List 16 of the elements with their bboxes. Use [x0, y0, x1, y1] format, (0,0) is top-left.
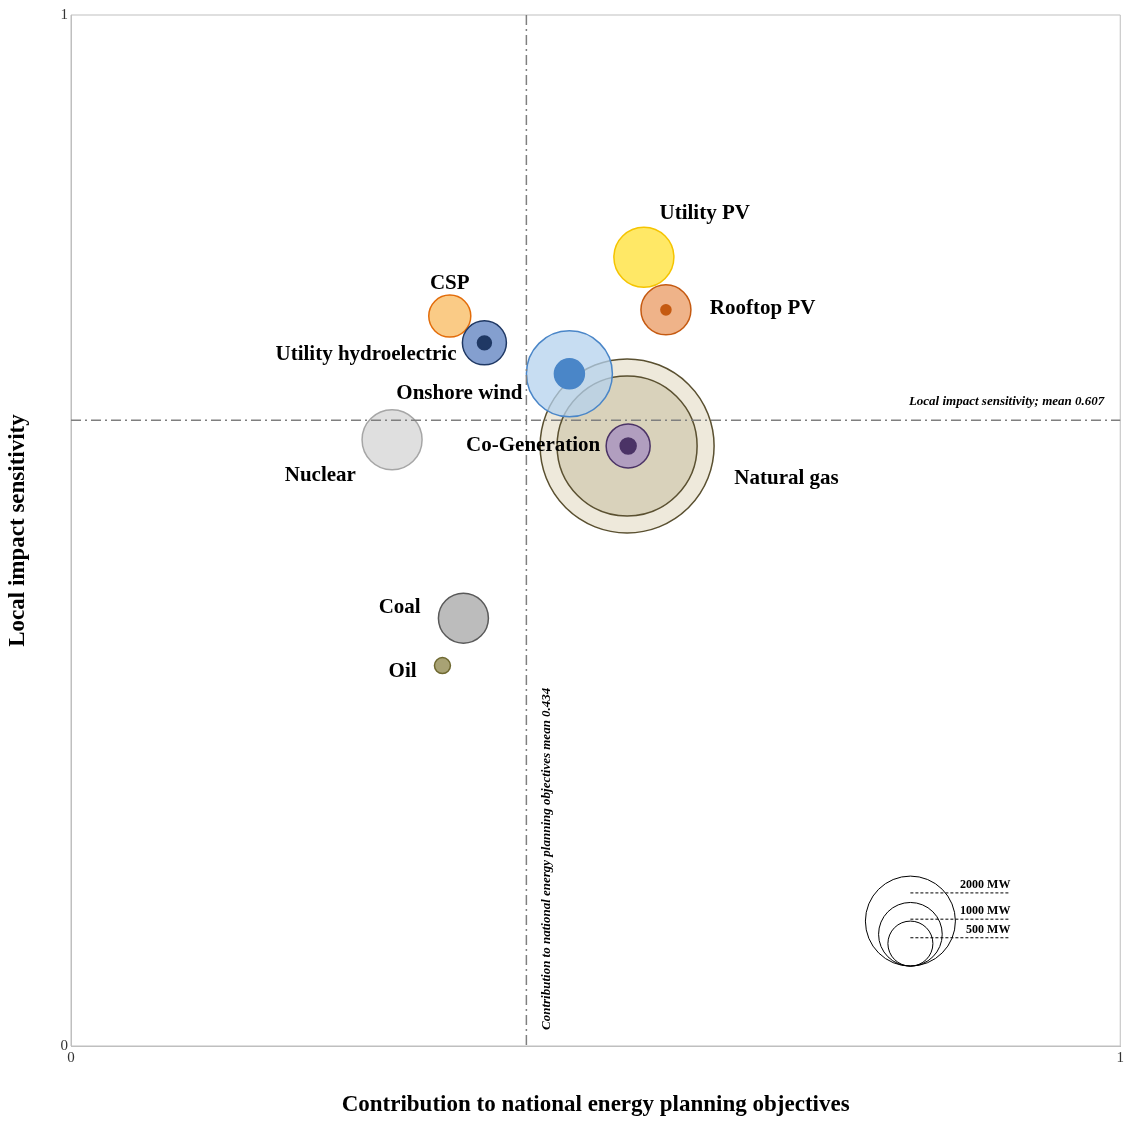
series-label: Utility hydroelectric [275, 341, 457, 366]
series-label: Onshore wind [396, 380, 523, 405]
ref-line-label: Local impact sensitivity; mean 0.607 [907, 393, 1105, 409]
series-label: Natural gas [734, 465, 839, 490]
ref-line-label: Contribution to national energy planning objectives mean 0.434 [537, 687, 553, 1030]
legend-label: 500 MW [966, 921, 1011, 936]
y-axis-title: Local impact sensitivity [3, 413, 29, 647]
series-label: Rooftop PV [709, 295, 816, 320]
series-label: Coal [378, 593, 421, 618]
series-label: Oil [388, 657, 417, 682]
series-label: Utility PV [659, 199, 750, 224]
x-axis-title: Contribution to national energy planning objectives [341, 1091, 850, 1117]
legend-label: 2000 MW [960, 877, 1011, 892]
series-label: CSP [429, 269, 470, 294]
legend-label: 1000 MW [960, 903, 1011, 918]
series-label: Nuclear [284, 462, 356, 487]
